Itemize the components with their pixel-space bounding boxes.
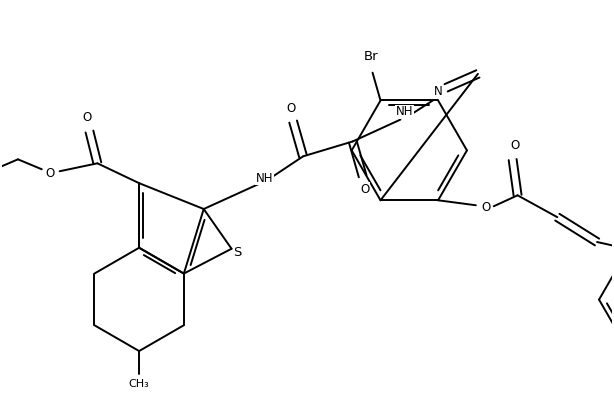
- Text: S: S: [233, 246, 242, 259]
- Text: O: O: [83, 111, 92, 124]
- Text: N: N: [433, 85, 443, 98]
- Text: CH₃: CH₃: [129, 379, 149, 389]
- Text: Br: Br: [363, 50, 378, 63]
- Text: O: O: [360, 183, 369, 196]
- Text: NH: NH: [395, 105, 413, 118]
- Text: NH: NH: [255, 172, 273, 185]
- Text: O: O: [45, 167, 55, 180]
- Text: O: O: [481, 201, 491, 214]
- Text: O: O: [510, 139, 519, 152]
- Text: O: O: [287, 102, 296, 115]
